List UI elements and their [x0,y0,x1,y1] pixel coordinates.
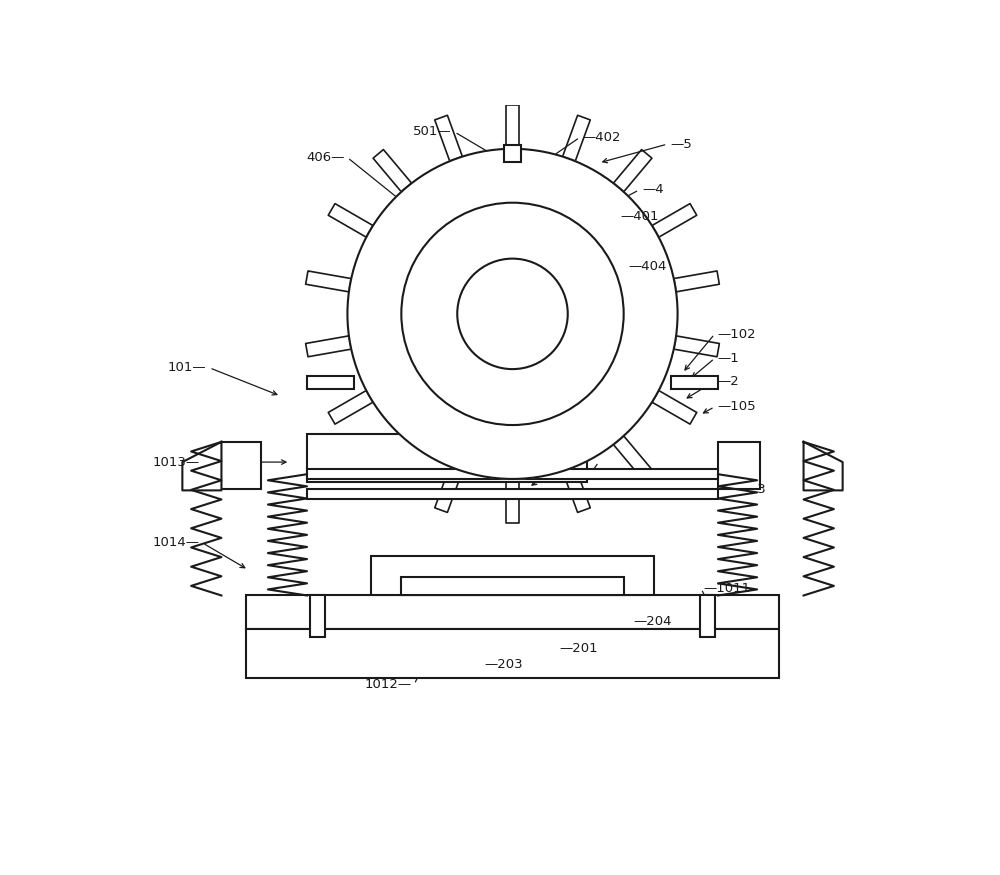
Polygon shape [306,336,351,357]
Text: —2: —2 [717,374,739,388]
Polygon shape [563,466,590,513]
Polygon shape [435,466,462,513]
Polygon shape [563,116,590,161]
Text: —402: —402 [583,131,621,144]
Polygon shape [373,150,412,192]
Bar [221,442,261,489]
Polygon shape [328,390,373,424]
Bar [718,442,760,489]
Bar [307,489,718,499]
Text: —201: —201 [559,641,598,654]
Text: —102: —102 [717,327,756,340]
Polygon shape [506,479,519,522]
Bar [246,629,779,677]
Polygon shape [328,204,373,237]
Text: —4: —4 [642,184,663,196]
Bar [700,596,715,637]
Text: 1013—: 1013— [153,456,200,469]
Bar [246,596,779,629]
Bar [307,434,587,482]
Polygon shape [306,271,351,292]
Text: —5: —5 [670,137,692,150]
Circle shape [347,149,678,479]
Polygon shape [674,271,719,292]
Polygon shape [182,442,221,490]
Polygon shape [613,150,652,192]
Bar [307,469,718,479]
Polygon shape [435,116,462,161]
Text: —401: —401 [620,210,659,223]
Text: 406—: 406— [306,151,345,164]
Text: 501—: 501— [413,125,452,138]
Polygon shape [613,436,652,479]
Text: —404: —404 [628,260,667,273]
Bar [307,376,354,389]
Text: —204: —204 [633,614,672,627]
Bar [401,577,624,596]
Text: —1011: —1011 [704,582,751,595]
Text: —203: —203 [484,658,523,671]
Text: —3: —3 [744,482,766,495]
Text: —1: —1 [717,352,739,365]
Bar [504,145,521,162]
Polygon shape [373,436,412,479]
Polygon shape [652,204,697,237]
Text: 1014—: 1014— [153,536,200,550]
Bar [671,376,718,389]
Text: 1012—: 1012— [364,678,411,691]
Bar [310,596,325,637]
Polygon shape [674,336,719,357]
Text: 101—: 101— [168,361,207,374]
Polygon shape [804,442,843,490]
Text: —105: —105 [717,401,756,413]
Polygon shape [506,105,519,149]
Polygon shape [652,390,697,424]
Bar [371,556,654,596]
